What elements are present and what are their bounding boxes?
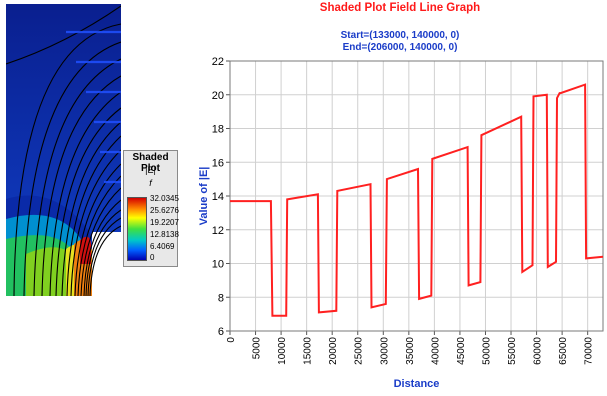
series-line [230, 83, 604, 317]
legend-value-4: 6.4069 [150, 242, 175, 251]
x-tick-label: 25000 [354, 337, 365, 365]
legend-value-1: 25.6276 [150, 206, 179, 215]
shaded-plot-legend: Shaded Plot |E| f 32.0345 25.6276 19.220… [123, 150, 179, 267]
legend-title: Shaded Plot [132, 152, 169, 174]
x-tick-label: 30000 [379, 337, 390, 365]
legend-value-5: 0 [150, 253, 155, 262]
x-tick-label: 60000 [533, 337, 544, 365]
y-tick-label: 8 [218, 292, 224, 304]
y-tick-label: 18 [212, 124, 224, 136]
y-tick-label: 20 [212, 90, 224, 102]
legend-italic-label: f [149, 178, 152, 188]
legend-value-0: 32.0345 [150, 194, 179, 203]
y-tick-label: 22 [212, 56, 224, 68]
y-tick-label: 6 [218, 326, 224, 338]
x-tick-label: 0 [226, 337, 237, 343]
x-tick-label: 35000 [405, 337, 416, 365]
chart-subtitle-start: Start=(133000, 140000, 0) [340, 30, 460, 41]
x-axis-label: Distance [394, 378, 440, 390]
y-axis-label: Value of |E| [198, 167, 210, 226]
x-tick-label: 20000 [328, 337, 339, 365]
x-tick-label: 55000 [507, 337, 518, 365]
y-tick-label: 12 [212, 225, 224, 237]
y-tick-label: 14 [212, 191, 224, 203]
y-tick-label: 10 [212, 259, 224, 271]
y-tick-label: 16 [212, 157, 224, 169]
x-tick-label: 70000 [584, 337, 595, 365]
chart-subtitle-end: End=(206000, 140000, 0) [342, 42, 458, 53]
x-tick-label: 40000 [430, 337, 441, 365]
x-tick-label: 10000 [277, 337, 288, 365]
chart-title: Shaded Plot Field Line Graph [319, 2, 481, 14]
field-plot [5, 4, 122, 297]
field-plot-canvas [5, 4, 122, 297]
legend-value-3: 12.8138 [150, 230, 179, 239]
x-tick-label: 5000 [252, 337, 263, 360]
plot-border [229, 60, 604, 332]
legend-value-2: 19.2207 [150, 218, 179, 227]
x-tick-label: 15000 [303, 337, 314, 365]
x-tick-label: 50000 [481, 337, 492, 365]
x-tick-label: 65000 [558, 337, 569, 365]
legend-quantity: |E| [145, 165, 156, 175]
legend-color-bar [127, 197, 147, 261]
x-tick-label: 45000 [456, 337, 467, 365]
